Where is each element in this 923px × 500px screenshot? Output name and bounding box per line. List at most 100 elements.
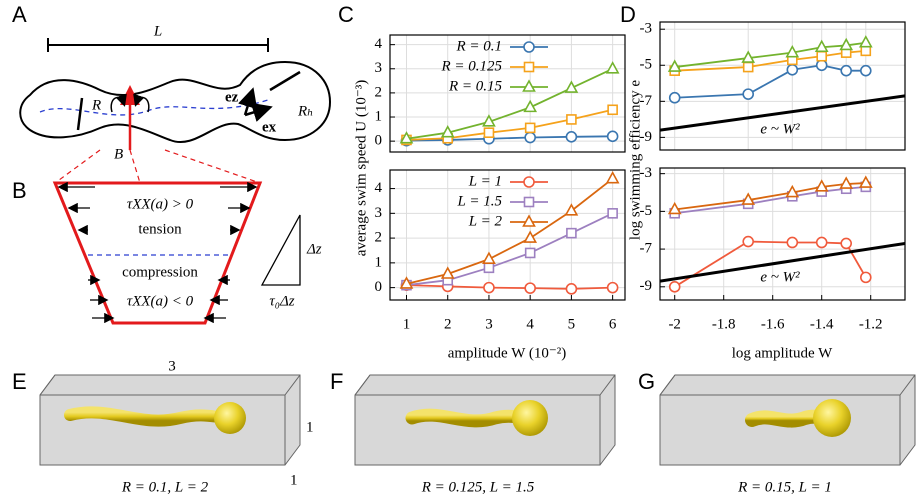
y-tick-label: 4 [375,36,383,52]
point [839,176,854,189]
point [566,227,577,239]
point [742,88,755,100]
y-tick-label: 3 [375,60,383,76]
point [742,61,754,73]
y-tick-label: 0 [375,279,383,295]
legend-marker [523,61,535,73]
legend-label: R = 0.15 [448,78,503,94]
point [840,237,853,250]
point [815,59,828,72]
point [858,175,873,188]
legend-label: L = 1 [468,173,502,189]
series-line [406,135,613,142]
point [741,50,756,63]
point [564,80,579,93]
head-radius-line [269,70,301,92]
point [668,280,681,293]
stress-label: τXX(a) > 0 [127,196,194,212]
point [565,131,578,143]
series-line [406,212,614,287]
box-f [354,374,616,466]
plot-frame [389,169,626,301]
legend-marker [522,79,536,92]
tension-label: tension [138,221,182,237]
y-tick-label: 1 [375,254,383,270]
point [605,61,620,74]
point [606,281,619,294]
plot-frame [659,167,906,301]
point [399,276,414,289]
point [668,91,681,104]
point [524,282,536,294]
box-edges [39,374,301,465]
point [440,266,455,279]
series-line [674,240,867,288]
y-tick-label: -9 [640,129,653,145]
legend-marker [523,41,535,53]
point [859,271,872,284]
x-tick-label: 6 [609,316,617,332]
ex-label: ex [262,119,277,135]
point [524,122,536,134]
box-g [659,374,916,466]
point [607,104,618,116]
point [858,35,873,48]
x-tick-label: 2 [444,316,452,332]
point [483,281,495,294]
y-tick-label: -3 [640,21,653,37]
point [786,236,799,249]
y-tick-label: 0 [375,133,383,149]
x-tick-label: -1.4 [810,316,834,332]
y-tick-label: 3 [375,205,383,221]
stress-label: τXX(a) < 0 [127,293,194,309]
series-line [406,284,613,290]
panel-b [52,181,301,325]
point [667,201,682,215]
legend-label: R = 0.125 [440,58,502,74]
y-tick-label: -9 [640,278,653,294]
centerline [39,99,269,116]
moment-arrow [110,93,127,113]
y-tick-label: 4 [375,180,383,196]
x-tick-label: 3 [485,316,493,332]
point [482,251,496,264]
caption: R = 0.125, L = 1.5 [421,479,535,495]
plot-frame [659,21,906,151]
series-line [406,108,613,141]
length-label: L [153,23,162,39]
plot-frame [389,34,626,153]
point [524,131,536,144]
y-axis-label: average swim speed U (10⁻³) [353,80,369,257]
x-tick-label: 1 [403,316,411,332]
height-label: Δz [306,241,322,257]
box-edges [659,374,916,465]
ex-arrow [244,102,273,122]
panel-a [19,38,332,184]
x-tick-label: -2 [668,316,681,332]
legend-marker [523,176,535,188]
x-tick-label: 4 [526,316,534,332]
point [785,44,800,58]
plot-area [390,170,625,300]
swimmer-head [512,400,548,436]
reference-line [660,241,905,283]
point [742,235,755,248]
series-line [406,177,614,285]
point [483,127,495,139]
point [399,131,414,144]
ez-arrow [238,87,258,116]
annotation: e ~ W² [760,269,800,285]
panel-letter: C [338,2,354,27]
point [566,114,577,125]
box-edges [354,374,616,465]
legend-label: R = 0.1 [455,38,502,54]
moment-arrow [133,93,150,113]
legend-marker [522,214,536,227]
point [607,208,618,219]
y-tick-label: -3 [640,165,653,181]
y-tick-label: 2 [375,84,383,100]
point [483,262,495,274]
panel-letter: B [12,178,27,203]
